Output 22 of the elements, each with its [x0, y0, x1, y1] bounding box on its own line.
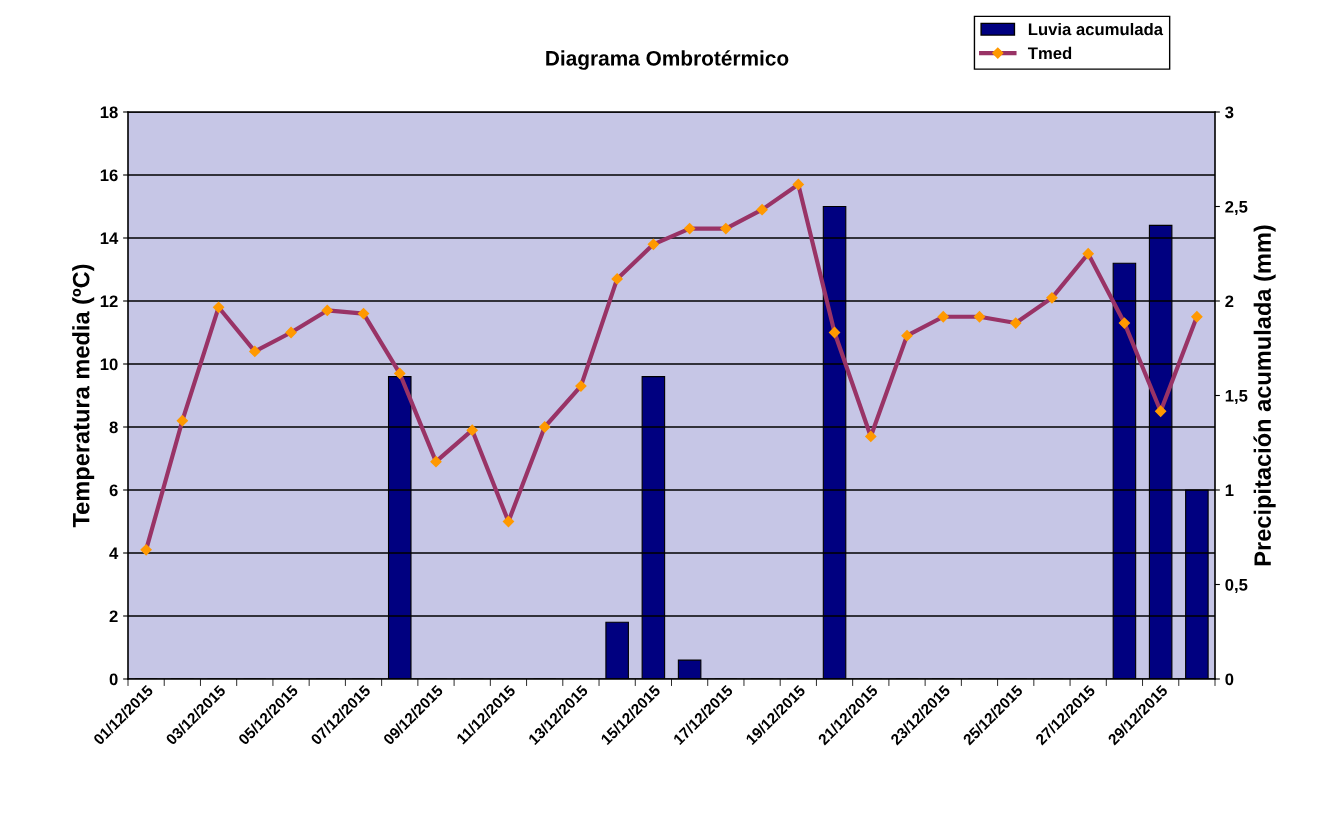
- y-tick-label: 2: [109, 610, 118, 623]
- y-tick-label: 14: [100, 232, 119, 245]
- y2-tick-label: 1,5: [1225, 390, 1248, 405]
- y2-tick-label: 2,5: [1225, 200, 1248, 216]
- y2-tick-label: 1: [1225, 484, 1234, 497]
- y-axis-title: Temperatura media (ºC): [72, 264, 95, 528]
- y-tick-label: 10: [100, 358, 118, 371]
- y2-tick-label: 2: [1225, 295, 1234, 308]
- y-tick-label: 16: [100, 169, 118, 182]
- y-tick-label: 6: [109, 484, 118, 497]
- y2-tick-label: 0: [1225, 673, 1234, 686]
- legend-label: Luvia acumulada: [1028, 23, 1164, 36]
- y-tick-label: 18: [100, 106, 118, 119]
- y-tick-label: 12: [100, 295, 118, 308]
- legend-label: Tmed: [1027, 46, 1072, 60]
- y2-tick-label: 3: [1225, 106, 1234, 119]
- y-tick-label: 0: [109, 673, 118, 686]
- y2-axis-title: Precipitación acumulada (mm): [1253, 225, 1276, 566]
- y-tick-label: 8: [109, 421, 118, 434]
- y2-tick-label: 0,5: [1225, 578, 1248, 594]
- chart-title: Diagrama Ombrotérmico: [546, 50, 789, 70]
- y-tick-label: 4: [109, 547, 119, 560]
